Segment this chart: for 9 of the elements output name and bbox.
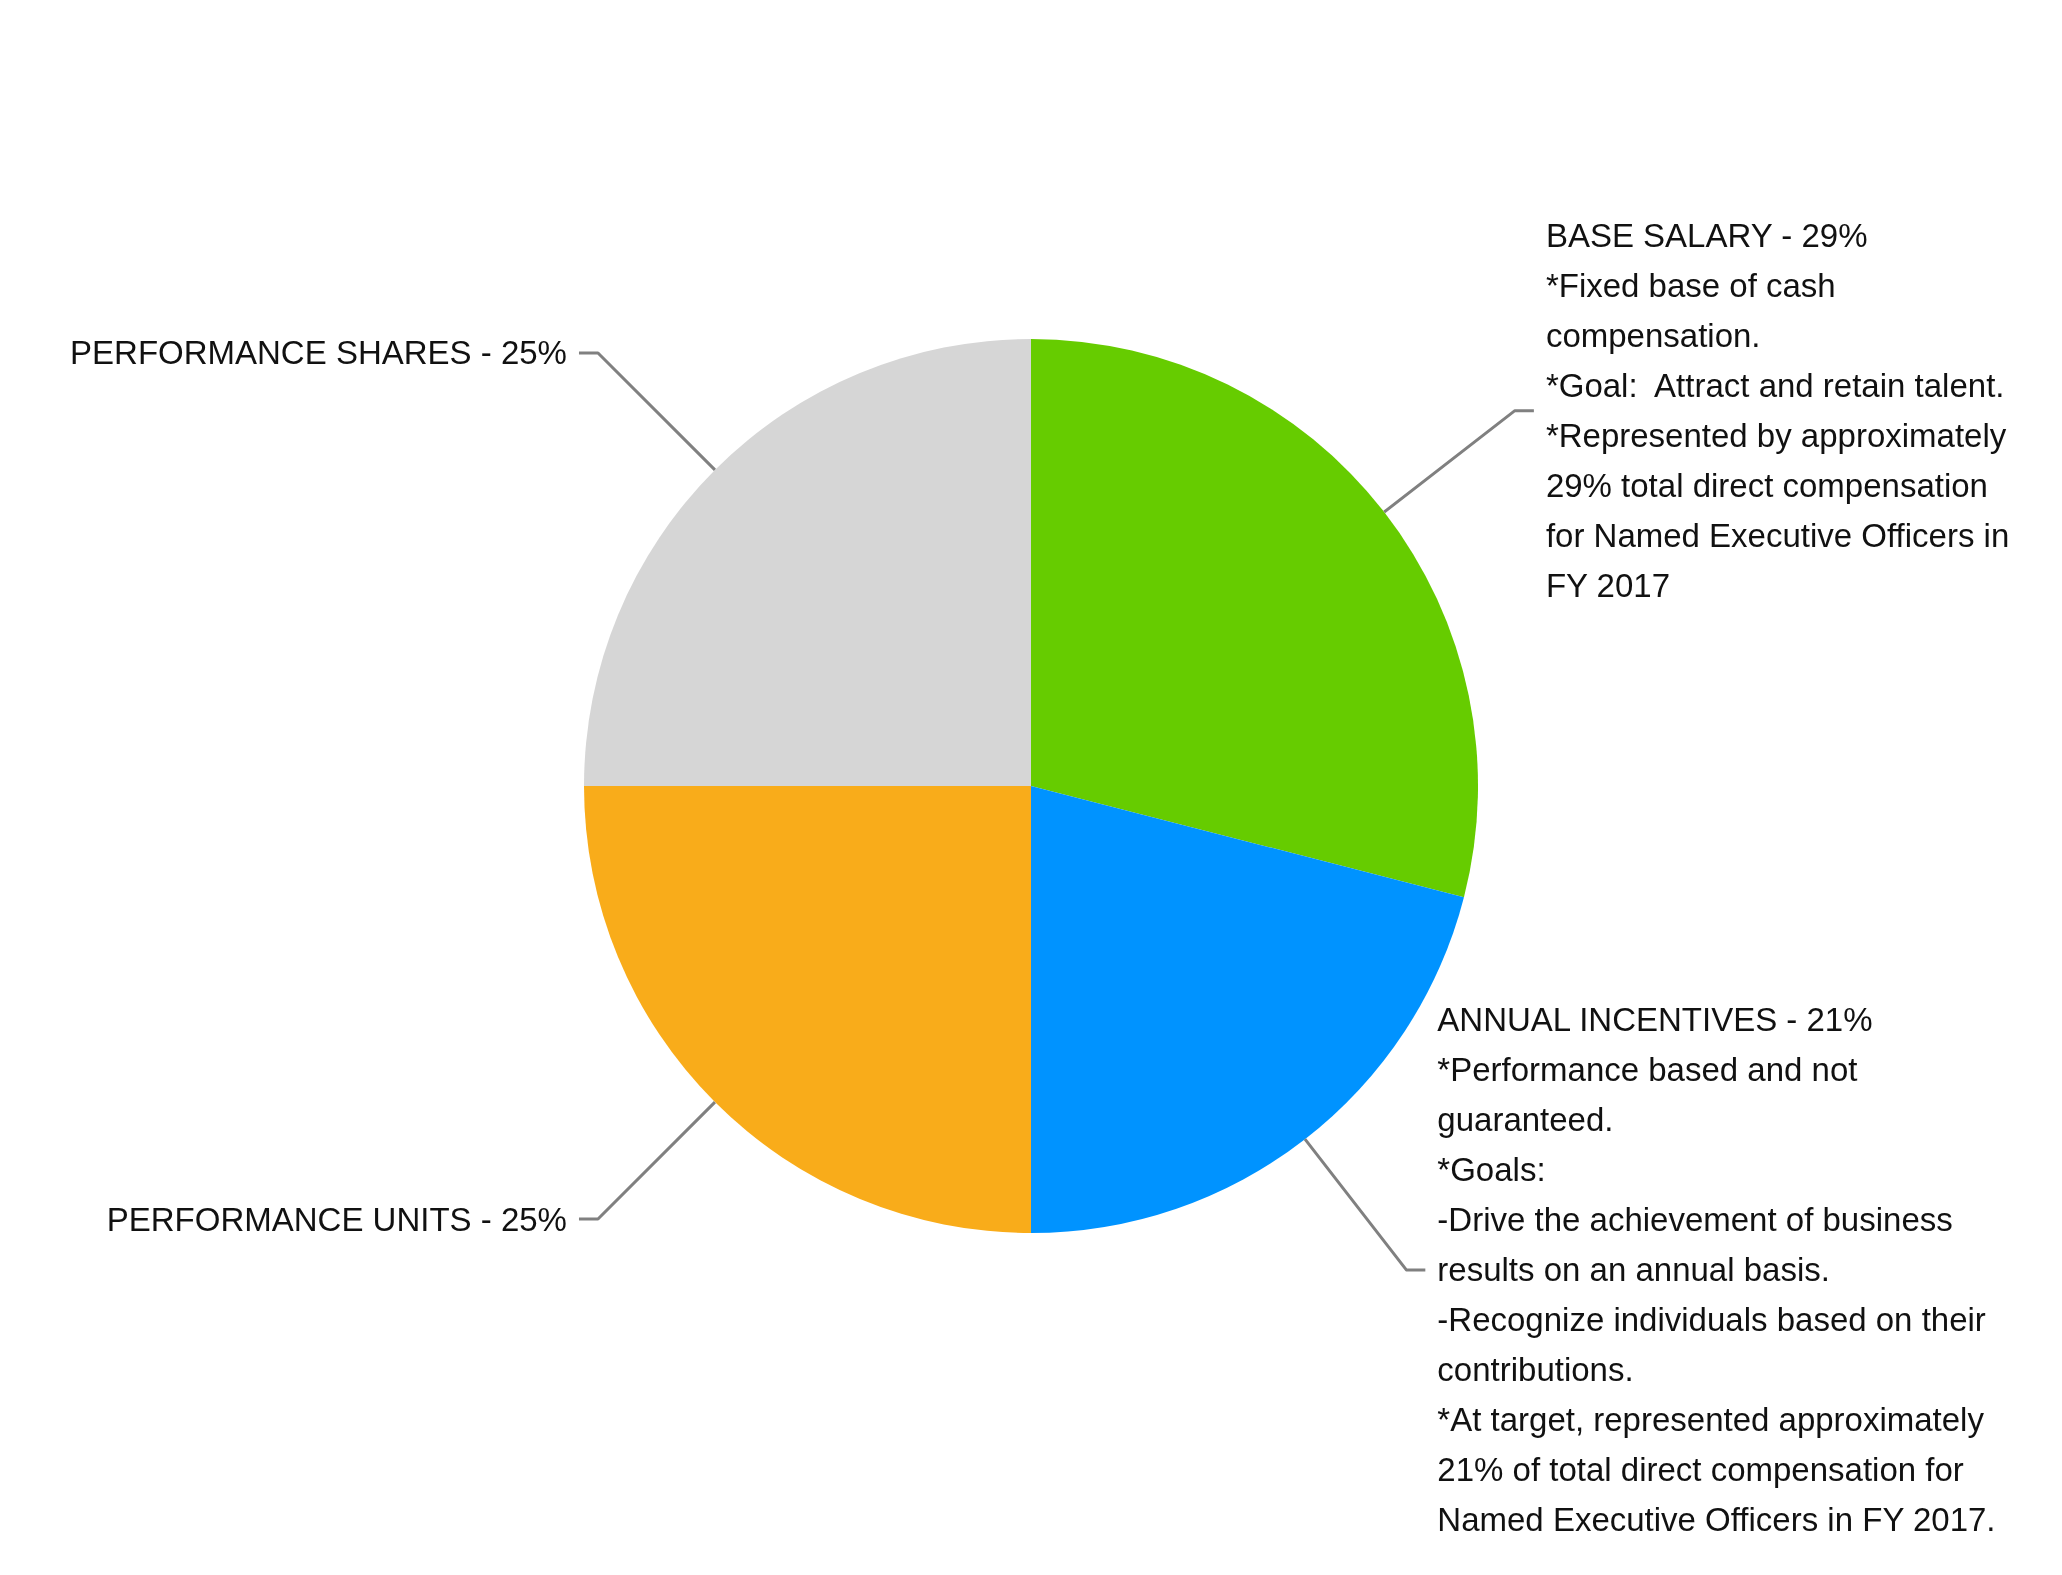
pie-slice	[1031, 339, 1478, 898]
pie-slice	[584, 786, 1031, 1233]
text: *Fixed base of cash compensation. *Goal: Attract and retain talent. *Represented by approximately 29% total direct compensation for Named Executive Officers in FY 2017	[1545, 267, 2010, 605]
slice-label: BASE SALARY - 29%	[1545, 217, 1868, 255]
slice-label: ANNUAL INCENTIVES - 21%	[1437, 1001, 1873, 1039]
slice-label: PERFORMANCE UNITS - 25%	[106, 1200, 567, 1238]
slice-label: PERFORMANCE SHARES - 25%	[70, 334, 567, 372]
pie-slice	[584, 339, 1031, 786]
text: *Performance based and not guaranteed. *Goals: -Drive the achievement of business results on an annual basis. -Recognize individuals based on their contributions. *At target, represented approximately 21% of total direct compensation for Named Executive Officers in FY 2017.	[1437, 1051, 1996, 1539]
